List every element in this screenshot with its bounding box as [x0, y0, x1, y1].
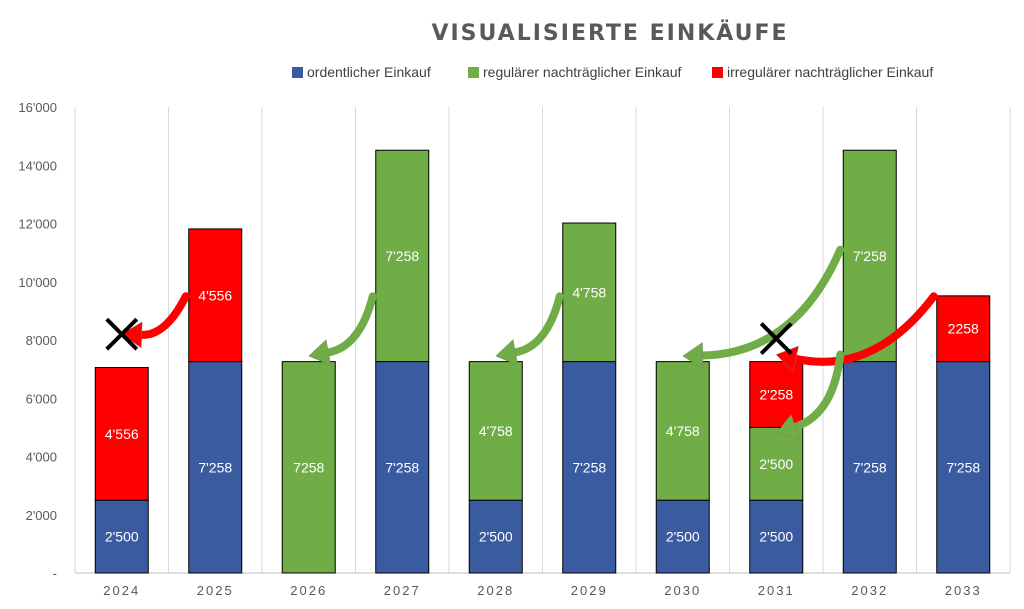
- legend-swatch: [712, 67, 723, 78]
- y-tick-label: -: [53, 566, 57, 581]
- plot-area: - 2'000 4'000 6'000 8'000 10'000 12'000 14'000 1…: [18, 100, 1011, 598]
- arrow-shaft: [324, 292, 377, 357]
- x-tick-label: 2027: [384, 583, 421, 598]
- data-label: 2258: [948, 321, 979, 337]
- arrow-shaft: [137, 292, 190, 339]
- x-tick-label: 2032: [851, 583, 888, 598]
- x-tick-label: 2029: [571, 583, 608, 598]
- arrow-head: [121, 321, 143, 349]
- y-tick-label: 6'000: [26, 391, 57, 406]
- x-stroke: [759, 322, 793, 355]
- y-tick-label: 10'000: [18, 275, 57, 290]
- bar-segment: [281, 361, 336, 574]
- data-label: 7'258: [385, 248, 419, 264]
- x-tick-label: 2028: [477, 583, 514, 598]
- bar-segment: [94, 366, 149, 501]
- x-stroke: [105, 317, 139, 351]
- bar-segment: [655, 361, 710, 501]
- bar-segment: [936, 361, 991, 574]
- legend-label: ordentlicher Einkauf: [307, 64, 431, 80]
- y-tick-label: 2'000: [26, 508, 57, 523]
- y-tick-label: 16'000: [18, 100, 57, 115]
- data-label: 2'500: [479, 529, 513, 545]
- x-tick-label: 2026: [290, 583, 327, 598]
- legend-label: regulärer nachträglicher Einkauf: [483, 64, 682, 80]
- legend: ordentlicher Einkauf regulärer nachträgli…: [292, 64, 933, 80]
- bar-segment: [655, 499, 710, 574]
- legend-swatch: [292, 67, 303, 78]
- x-tick-label: 2025: [197, 583, 234, 598]
- data-label: 7'258: [853, 248, 887, 264]
- bar-segment: [842, 361, 897, 574]
- x-tick-label: 2024: [103, 583, 140, 598]
- data-label: 7258: [293, 459, 324, 475]
- bar-segment: [562, 222, 617, 363]
- data-label: 2'258: [759, 386, 793, 402]
- data-label: 4'758: [479, 423, 513, 439]
- bar-segment: [749, 426, 804, 501]
- data-label: 2'500: [759, 529, 793, 545]
- arrow-head: [775, 414, 800, 440]
- bar-segment: [749, 499, 804, 574]
- y-tick-label: 12'000: [18, 217, 57, 232]
- legend-label: irregulärer nachträglicher Einkauf: [727, 64, 933, 80]
- bar-segment: [375, 361, 430, 574]
- x-mark-icon: [105, 317, 139, 351]
- arrow-shaft: [791, 350, 845, 431]
- annotation-arrow: [682, 245, 845, 369]
- data-label: 7'258: [385, 459, 419, 475]
- bar-segment: [468, 361, 523, 501]
- x-tick-label: 2033: [945, 583, 982, 598]
- arrow-shaft: [698, 245, 845, 360]
- annotation-arrow: [308, 292, 377, 366]
- data-label: 7'258: [853, 459, 887, 475]
- data-label: 2'500: [666, 529, 700, 545]
- bar-segment: [468, 499, 523, 574]
- annotation-arrow: [775, 350, 845, 440]
- bar-segment: [94, 499, 149, 574]
- data-label: 4'758: [666, 423, 700, 439]
- data-label: 4'556: [198, 287, 232, 303]
- bar-segment: [749, 361, 804, 428]
- x-tick-label: 2030: [664, 583, 701, 598]
- arrow-head: [308, 339, 332, 366]
- bar-segment: [375, 149, 430, 363]
- data-label: 7'258: [198, 459, 232, 475]
- data-label: 7'258: [946, 459, 980, 475]
- y-tick-label: 14'000: [18, 158, 57, 173]
- legend-swatch: [468, 67, 479, 78]
- bar-segment: [562, 361, 617, 574]
- chart-title: VISUALISIERTE EINKÄUFE: [431, 20, 788, 46]
- data-label: 2'500: [759, 456, 793, 472]
- y-tick-label: 4'000: [26, 450, 57, 465]
- data-label: 4'758: [572, 284, 606, 300]
- y-tick-label: 8'000: [26, 333, 57, 348]
- annotation-arrow: [495, 292, 564, 366]
- bar-segment: [188, 228, 243, 363]
- annotation-arrow: [121, 292, 190, 349]
- data-label: 2'500: [105, 529, 139, 545]
- arrow-head: [495, 339, 519, 366]
- data-label: 4'556: [105, 426, 139, 442]
- bar-segment: [842, 149, 897, 363]
- x-mark-icon: [759, 322, 793, 355]
- arrow-shaft: [511, 292, 564, 357]
- arrow-head: [682, 342, 704, 369]
- arrow-shaft: [791, 292, 938, 366]
- bar-segment: [936, 295, 991, 363]
- x-tick-label: 2031: [758, 583, 795, 598]
- data-label: 7'258: [572, 459, 606, 475]
